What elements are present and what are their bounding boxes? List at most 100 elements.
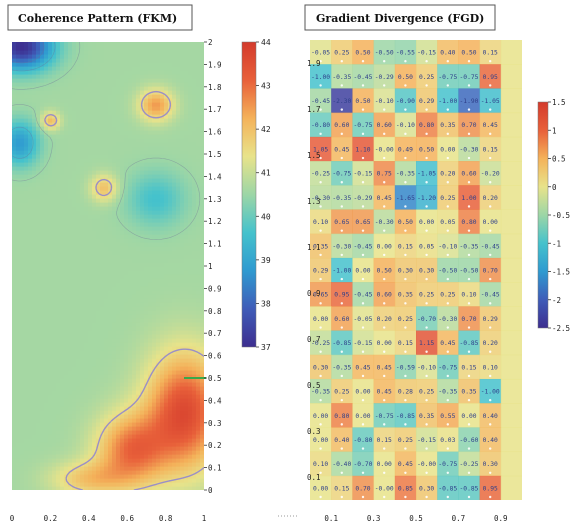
heat-cell [88,118,93,123]
heat-cell [188,346,193,351]
heat-cell [88,314,93,319]
heat-cell [136,370,141,375]
heat-cell [16,350,21,355]
heat-cell [116,302,121,307]
heat-cell [168,382,173,387]
heat-cell [164,210,169,215]
heat-cell [152,94,157,99]
heat-cell [176,158,181,163]
heat-cell [116,350,121,355]
heat-cell [104,434,109,439]
heat-cell [84,122,89,127]
heat-cell [132,422,137,427]
heat-cell [60,222,65,227]
heat-cell [40,266,45,271]
heat-cell [116,378,121,383]
heat-cell [32,98,37,103]
heat-cell [40,230,45,235]
heat-cell [128,406,133,411]
heat-cell [144,242,149,247]
heat-cell [52,242,57,247]
heat-cell [56,446,61,451]
heat-cell [52,194,57,199]
heat-cell [176,410,181,415]
heat-cell [180,222,185,227]
heat-cell [80,142,85,147]
heat-cell [104,422,109,427]
heat-cell [144,118,149,123]
heat-cell [56,370,61,375]
heat-cell [28,434,33,439]
heat-cell [188,338,193,343]
heat-cell [128,322,133,327]
heat-cell [64,398,69,403]
heat-cell [84,82,89,87]
heat-cell [176,414,181,419]
heat-cell [172,266,177,271]
heat-cell [44,226,49,231]
heat-cell [188,414,193,419]
heat-cell [76,98,81,103]
heat-cell [28,298,33,303]
heat-cell [132,306,137,311]
heat-cell [96,54,101,59]
heat-cell [136,482,141,487]
heat-cell [24,338,29,343]
heat-cell [28,274,33,279]
heat-cell [152,386,157,391]
heat-cell [96,90,101,95]
heat-cell [120,218,125,223]
heat-cell [148,422,153,427]
heat-cell [180,122,185,127]
heat-cell [148,414,153,419]
heat-cell [128,418,133,423]
heat-cell [160,58,165,63]
heat-cell [176,266,181,271]
heat-cell [76,206,81,211]
heat-cell [60,74,65,79]
heat-cell [112,482,117,487]
left-panel: Coherence Pattern (FKM) 00.10.20.30.40.5… [7,4,271,523]
heat-cell [128,458,133,463]
heat-cell [24,270,29,275]
heat-cell [184,342,189,347]
heat-cell [112,234,117,239]
heat-cell [60,230,65,235]
heat-cell [156,270,161,275]
heat-cell [40,122,45,127]
heat-cell [52,346,57,351]
heat-cell [36,98,41,103]
heat-cell [180,410,185,415]
heat-cell [124,330,129,335]
heat-cell [56,82,61,87]
heat-cell [64,482,69,487]
heat-cell [164,110,169,115]
heat-cell [36,162,41,167]
heat-cell [20,434,25,439]
heat-cell [96,230,101,235]
heat-cell [80,442,85,447]
heat-cell [132,258,137,263]
heat-cell [76,90,81,95]
heat-cell [20,274,25,279]
heat-cell [180,382,185,387]
heat-cell [52,322,57,327]
heat-cell [140,70,145,75]
heat-cell [32,114,37,119]
heat-cell [44,66,49,71]
heat-cell [104,278,109,283]
heat-cell [84,54,89,59]
heat-cell [160,54,165,59]
heat-cell [160,62,165,67]
heat-cell [140,42,145,47]
heat-cell [144,62,149,67]
heat-cell [148,234,153,239]
heat-cell [152,278,157,283]
heat-cell [172,386,177,391]
heat-cell [20,198,25,203]
heat-cell [60,378,65,383]
heat-cell [80,194,85,199]
heat-cell [100,150,105,155]
heat-cell [92,286,97,291]
heat-cell [104,46,109,51]
